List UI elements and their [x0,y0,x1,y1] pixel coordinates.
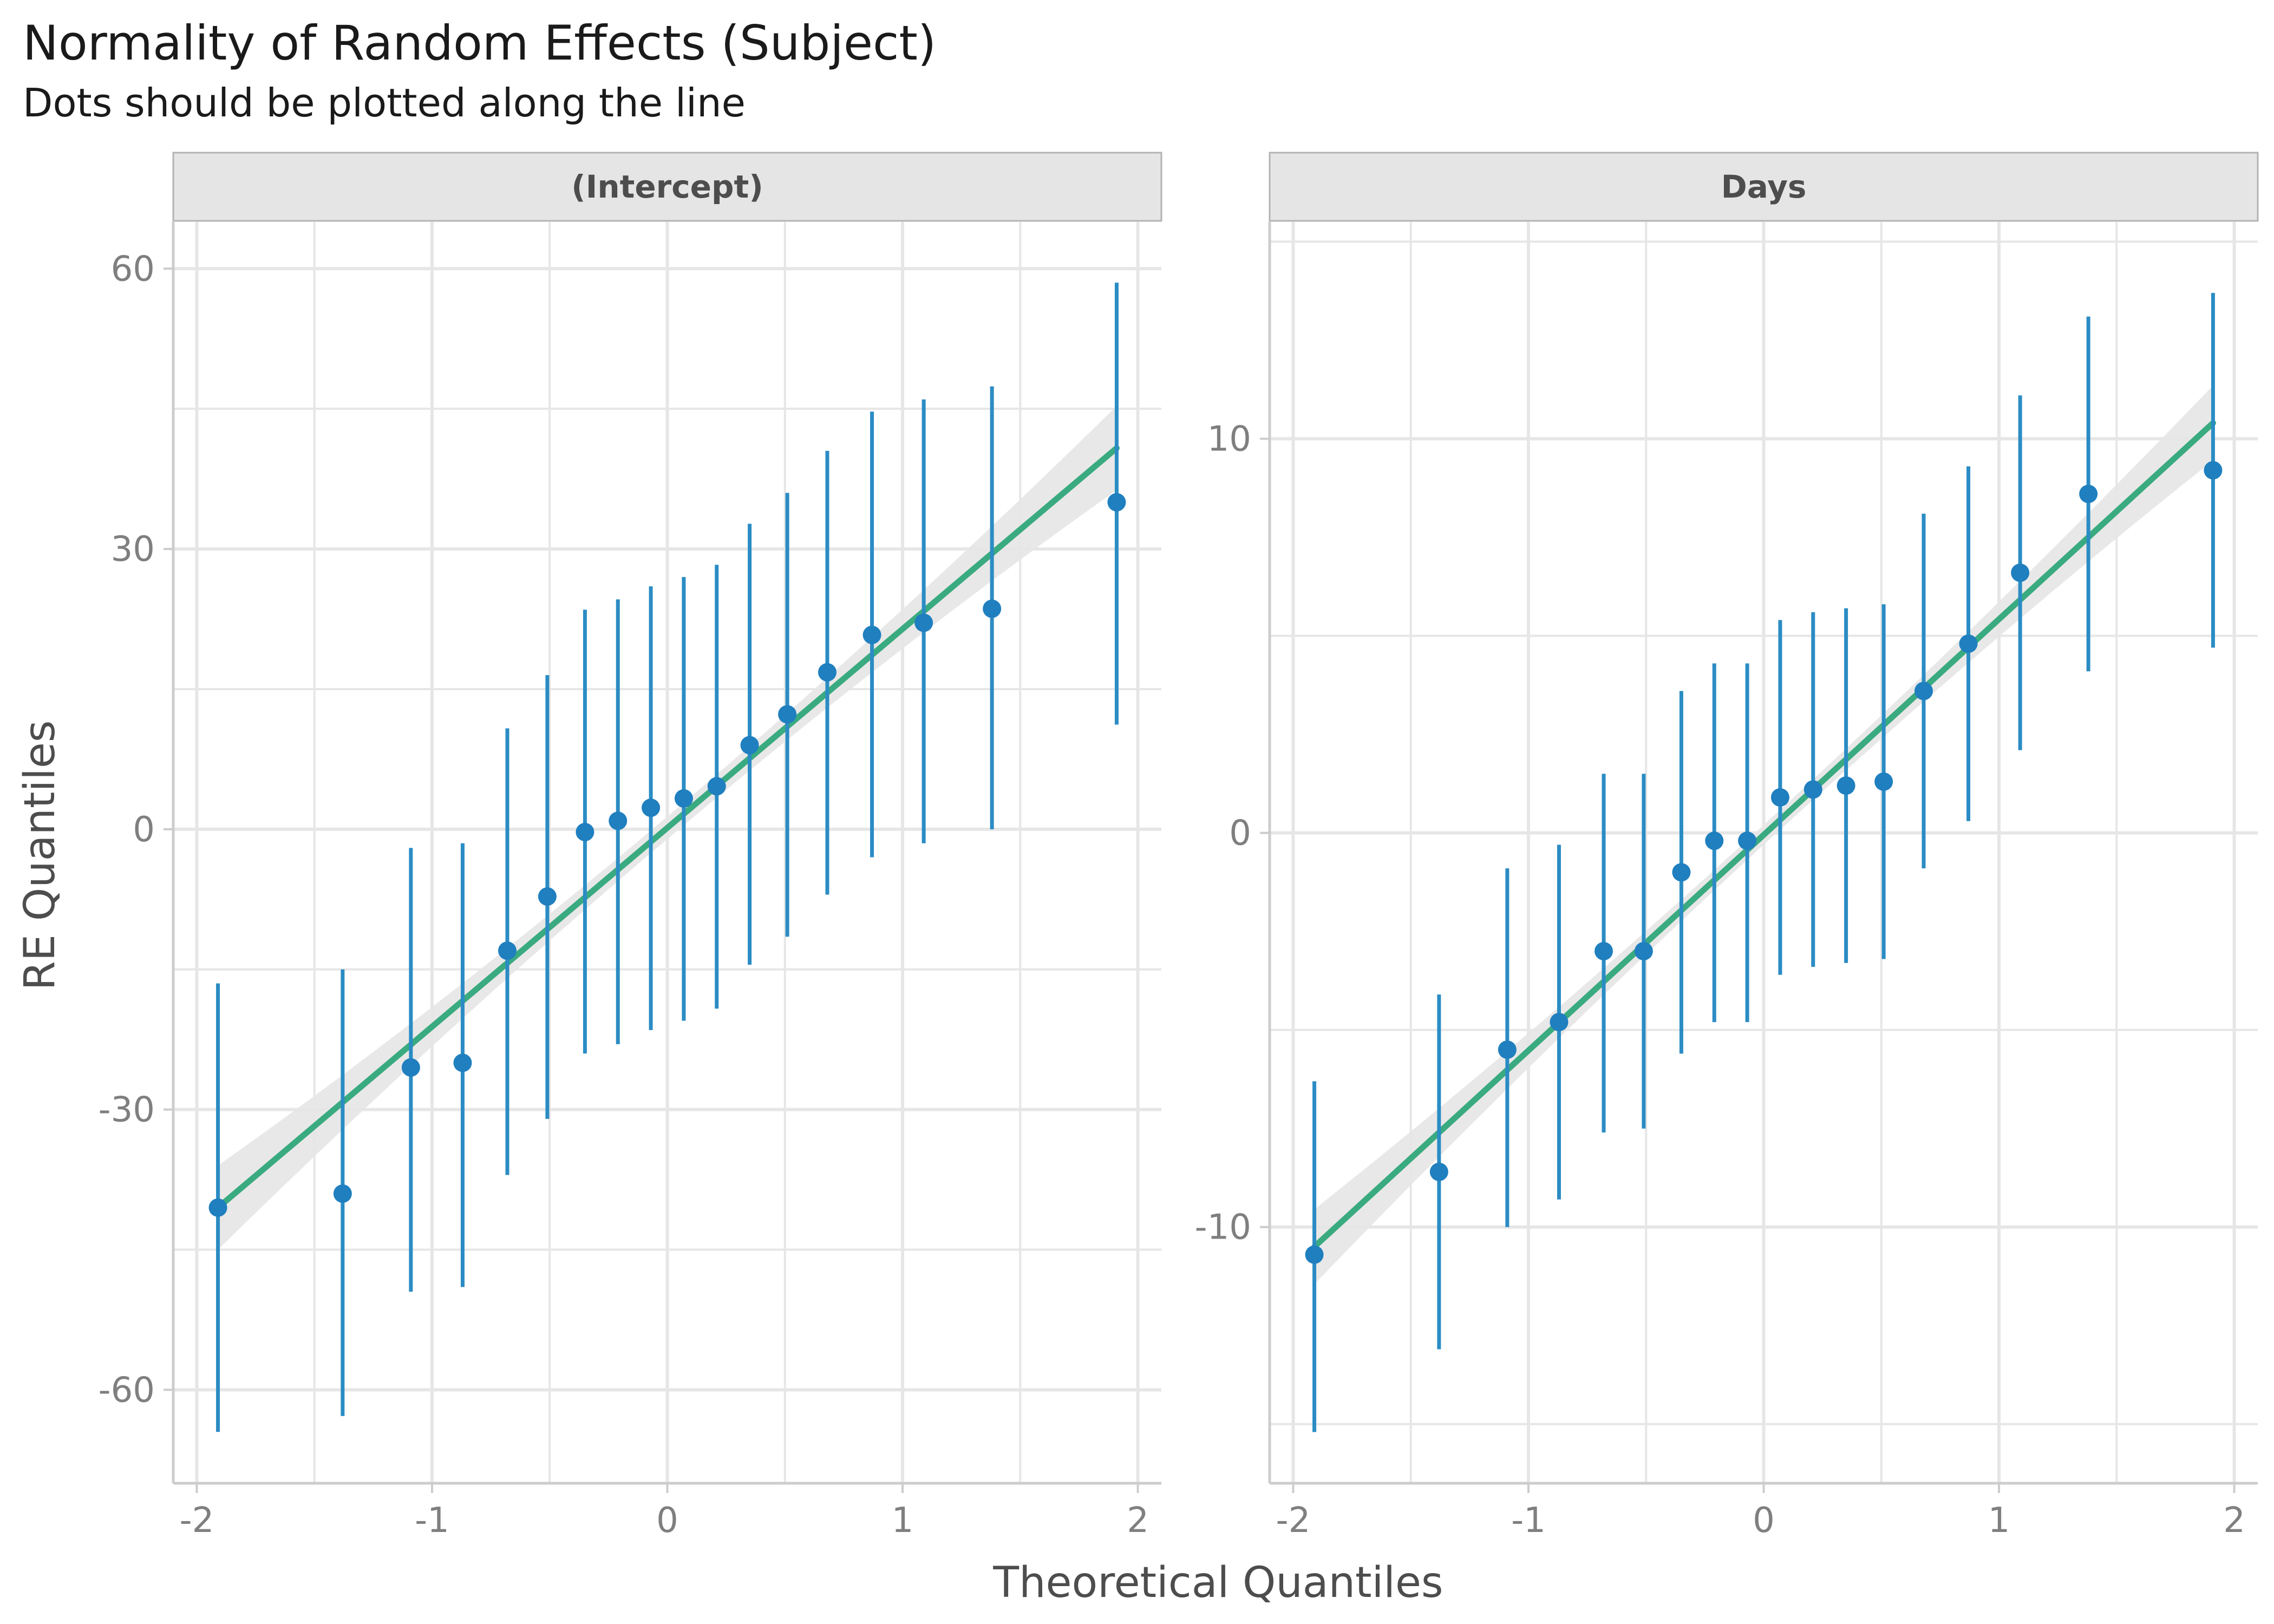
y-tick-label: 0 [133,810,155,850]
panel-intercept: (Intercept) -2 -1 0 1 2 60 30 0 -30 -60 [98,152,1162,1541]
x-tick-label: 0 [1753,1501,1775,1541]
data-point [1803,780,1822,799]
data-point [740,736,759,755]
data-point [1874,772,1893,791]
x-tick-label: -2 [1276,1501,1311,1541]
y-tick-label: -60 [98,1370,155,1410]
data-point [1914,682,1933,700]
x-tick-label: -1 [1511,1501,1546,1541]
data-point [2079,484,2098,503]
data-point [642,798,661,817]
data-point [862,625,881,644]
data-point [1634,942,1653,961]
data-point [609,811,628,830]
data-point [1550,1013,1569,1032]
data-point [208,1198,227,1217]
facet-strip [1269,152,2259,222]
data-point [914,613,933,632]
data-point [1738,831,1757,850]
data-point [401,1058,420,1077]
reference-line [215,445,1120,1211]
data-point [674,789,693,808]
data-point [1305,1245,1324,1264]
x-tick-label: 1 [1988,1501,2010,1541]
y-tick-label: 0 [1229,814,1251,854]
data-point [1429,1162,1448,1181]
x-tick-label: 1 [892,1501,914,1541]
data-point [1672,863,1691,882]
data-point [707,777,726,796]
facet-strip-label: (Intercept) [571,168,763,205]
y-tick-label: -30 [98,1090,155,1130]
x-tick-label: 0 [656,1501,678,1541]
facet-strip-label: Days [1721,168,1807,205]
data-point [1959,634,1978,653]
y-tick-label: 10 [1207,419,1251,459]
y-tick-label: -10 [1194,1208,1251,1248]
data-point [333,1184,352,1203]
data-point [2204,461,2223,480]
x-tick-label: 2 [1127,1501,1149,1541]
x-axis-title: Theoretical Quantiles [992,1558,1443,1607]
data-point [1107,493,1126,512]
x-tick-label: -1 [415,1501,449,1541]
data-point [498,941,517,960]
data-point [453,1053,472,1072]
facet-strip [172,152,1162,222]
data-point [818,663,837,682]
data-point [1498,1040,1517,1059]
chart-title: Normality of Random Effects (Subject) [23,15,936,71]
y-tick-label: 60 [111,249,155,289]
x-tick-label: -2 [180,1501,214,1541]
data-point [538,887,557,906]
reference-line [1311,420,2216,1250]
data-point [576,823,594,842]
y-axis-title: RE Quantiles [16,721,64,991]
data-point [1595,942,1613,961]
chart-subtitle: Dots should be plotted along the line [23,80,746,126]
y-tick-label: 30 [111,529,155,569]
data-point [1837,776,1855,795]
x-tick-label: 2 [2223,1501,2245,1541]
data-point [2011,564,2030,582]
data-point [1705,831,1724,850]
data-point [778,705,797,724]
data-point [983,599,1002,618]
data-point [1770,788,1789,807]
